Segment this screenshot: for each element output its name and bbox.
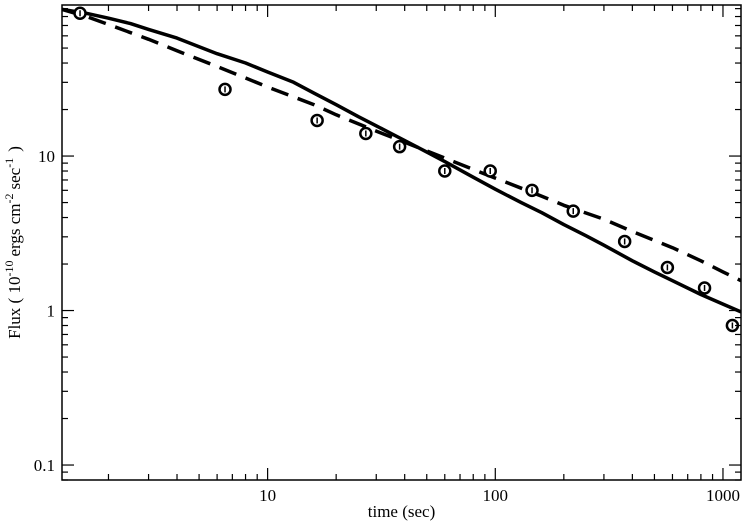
data-point-marker [525, 183, 539, 198]
x-tick-label: 10 [259, 486, 276, 505]
y-axis-label-mid2: sec [5, 167, 24, 189]
data-points [73, 6, 740, 333]
y-axis-label-mid1: ergs cm [5, 204, 24, 257]
model-curves [62, 7, 741, 314]
dashed-model-curve [62, 7, 741, 283]
x-tick-label: 100 [483, 486, 509, 505]
y-axis-label-suffix: ) [5, 146, 24, 152]
data-point-marker [73, 6, 87, 21]
data-point-marker [697, 281, 712, 295]
y-tick-label: 1 [47, 302, 56, 321]
y-axis-label: Flux ( 10-10 ergs cm-2 sec-1) [2, 146, 24, 339]
y-tick-label: 10 [38, 147, 55, 166]
data-point-marker [359, 126, 373, 141]
y-axis-ticks: 0.1 1 10 [34, 8, 741, 481]
data-point-marker [438, 164, 452, 178]
data-point-marker [310, 113, 324, 128]
data-point-marker [483, 164, 497, 178]
solid-model-curve [62, 7, 741, 314]
x-tick-label: 1000 [706, 486, 740, 505]
data-point-marker [617, 234, 632, 249]
y-axis-label-exp1: -10 [2, 261, 16, 277]
y-axis-label-exp2: -2 [2, 194, 16, 204]
x-axis-label: time (sec) [368, 502, 436, 521]
y-tick-label: 0.1 [34, 456, 55, 475]
data-point-marker [392, 139, 407, 154]
data-point-marker [660, 260, 675, 275]
y-axis-label-prefix: Flux ( 10 [5, 277, 24, 339]
data-point-marker [566, 204, 581, 218]
x-axis-ticks: 10 100 1000 [107, 5, 740, 505]
y-axis-label-exp3: -1 [2, 158, 16, 168]
data-point-marker [218, 82, 232, 97]
plot-frame [61, 4, 742, 481]
